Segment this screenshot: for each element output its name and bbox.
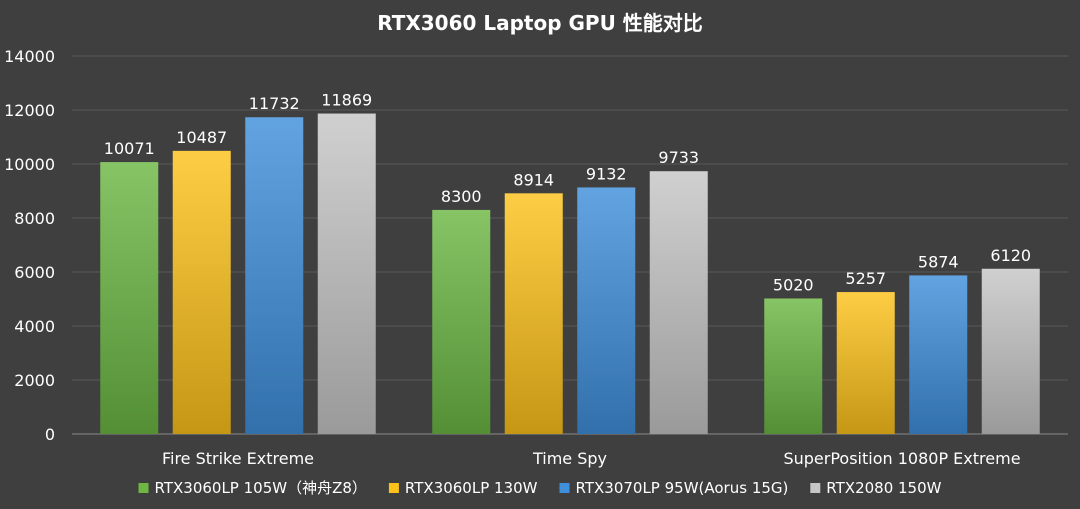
legend-item: RTX3060LP 130W xyxy=(388,479,538,497)
bar xyxy=(245,117,304,435)
bar xyxy=(577,187,636,434)
data-label: 10487 xyxy=(176,128,227,147)
y-tick-label: 10000 xyxy=(4,155,55,174)
chart-title: RTX3060 Laptop GPU 性能对比 xyxy=(377,11,703,35)
data-label: 6120 xyxy=(990,246,1031,265)
legend-swatch xyxy=(810,483,821,493)
legend-item: RTX2080 150W xyxy=(810,479,942,497)
y-tick-label: 4000 xyxy=(14,317,55,336)
data-label: 9132 xyxy=(586,164,627,183)
legend: RTX3060LP 105W（神舟Z8） RTX3060LP 130W RTX307… xyxy=(138,479,942,497)
data-label: 5020 xyxy=(773,275,814,294)
legend-label: RTX3060LP 105W（神舟Z8） xyxy=(155,479,367,497)
bar xyxy=(649,171,708,435)
bar xyxy=(981,268,1040,434)
bar xyxy=(100,162,159,434)
data-labels: 10071 10487 11732 11869 8300 8914 9132 9733 5020… xyxy=(104,91,1031,295)
bar xyxy=(836,292,895,434)
y-tick-label: 12000 xyxy=(4,101,55,120)
bar xyxy=(764,298,823,434)
legend-swatch xyxy=(559,483,570,493)
y-tick-label: 2000 xyxy=(14,371,55,390)
y-tick-label: 6000 xyxy=(14,263,55,282)
bars xyxy=(100,113,1040,435)
data-label: 5257 xyxy=(845,269,886,288)
x-axis-ticks: Fire Strike Extreme Time Spy SuperPosition… xyxy=(162,449,1021,468)
x-tick-label: Fire Strike Extreme xyxy=(162,449,314,468)
legend-swatch xyxy=(388,483,399,493)
bar xyxy=(432,209,491,434)
bar xyxy=(317,113,376,435)
y-tick-label: 0 xyxy=(45,425,55,444)
bar xyxy=(504,193,563,434)
legend-label: RTX2080 150W xyxy=(826,479,941,497)
data-label: 8300 xyxy=(441,187,482,206)
x-tick-label: SuperPosition 1080P Extreme xyxy=(783,449,1020,468)
gridlines xyxy=(72,55,1068,435)
data-label: 8914 xyxy=(513,170,554,189)
legend-swatch xyxy=(138,483,149,493)
y-axis-ticks: 0 2000 4000 6000 8000 10000 12000 14000 xyxy=(4,47,55,444)
legend-item: RTX3060LP 105W（神舟Z8） xyxy=(138,479,367,497)
data-label: 10071 xyxy=(104,139,155,158)
data-label: 9733 xyxy=(658,148,699,167)
bar xyxy=(909,275,968,434)
data-label: 11732 xyxy=(249,94,300,113)
legend-item: RTX3070LP 95W(Aorus 15G) xyxy=(559,479,789,497)
legend-label: RTX3060LP 130W xyxy=(405,479,538,497)
x-tick-label: Time Spy xyxy=(532,449,607,468)
y-tick-label: 8000 xyxy=(14,209,55,228)
bar xyxy=(172,150,231,434)
data-label: 11869 xyxy=(321,91,372,110)
data-label: 5874 xyxy=(918,252,959,271)
y-tick-label: 14000 xyxy=(4,47,55,66)
legend-label: RTX3070LP 95W(Aorus 15G) xyxy=(576,479,789,497)
